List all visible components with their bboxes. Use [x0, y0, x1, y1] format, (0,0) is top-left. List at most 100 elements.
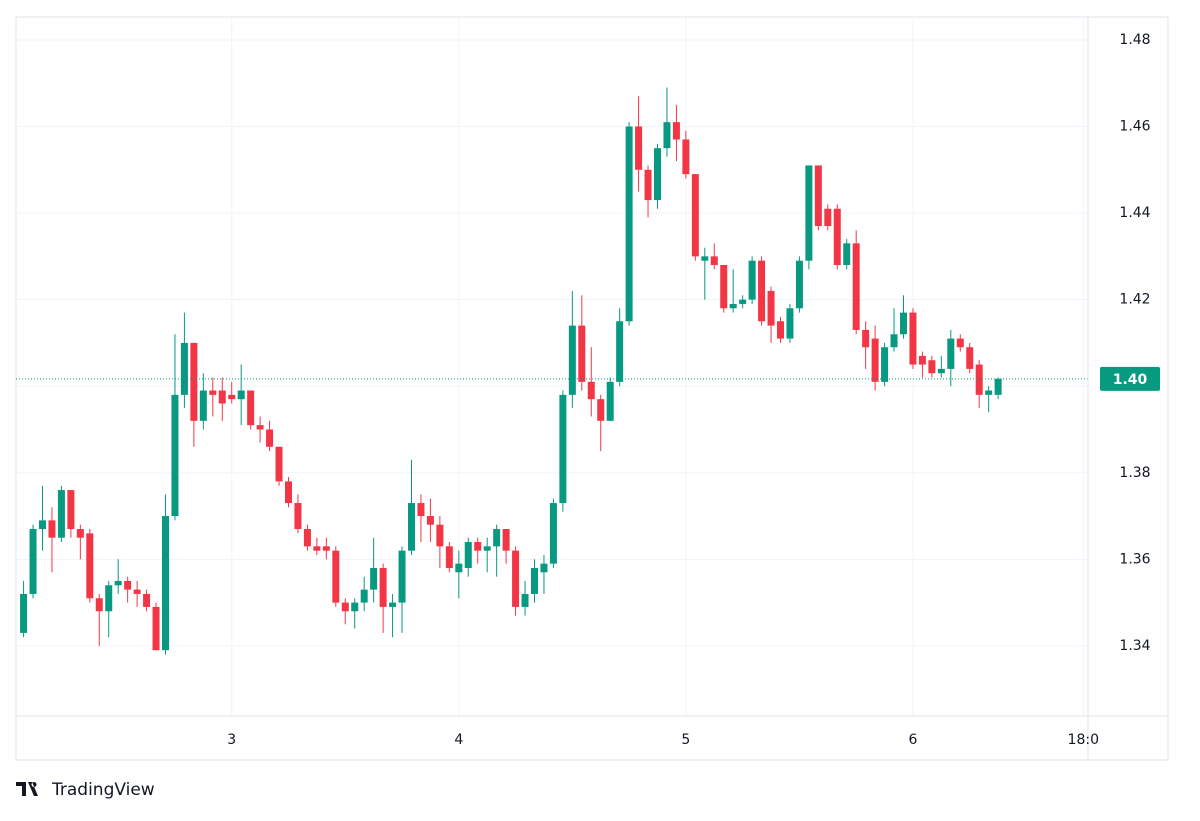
y-tick-label: 1.34: [1119, 638, 1150, 654]
candle-body: [918, 355, 926, 365]
candle-body: [616, 321, 624, 382]
candle-body: [966, 347, 974, 369]
candle-body: [994, 378, 1002, 395]
candle-body: [351, 602, 359, 612]
candle-body: [843, 243, 851, 266]
candle-body: [776, 321, 784, 339]
candle-body: [247, 390, 255, 426]
y-tick-label: 1.38: [1119, 465, 1150, 481]
candle-body: [114, 580, 122, 586]
candle-body: [171, 394, 179, 517]
candle-body: [512, 550, 520, 607]
candle-body: [758, 260, 766, 322]
candle-body: [729, 303, 737, 309]
candle-body: [303, 529, 311, 547]
candle-body: [540, 563, 548, 573]
candle-body: [38, 520, 46, 530]
candle-body: [95, 598, 103, 612]
brand-name: TradingView: [51, 780, 155, 800]
y-tick-label: 1.44: [1119, 205, 1150, 221]
candle-body: [833, 208, 841, 266]
candle-body: [862, 329, 870, 348]
candle-body: [294, 503, 302, 530]
x-tick-label: 18:0: [1068, 732, 1099, 748]
candle-body: [635, 126, 643, 170]
last-price-box: [1100, 366, 1160, 391]
y-tick-label: 1.36: [1119, 551, 1150, 567]
candle-body: [48, 520, 56, 538]
candle-body: [852, 243, 860, 330]
candles: [16, 87, 1088, 655]
candle-body: [341, 602, 349, 612]
grid: [16, 17, 1088, 716]
candle-body: [739, 299, 747, 304]
candle-body: [663, 122, 671, 149]
candle-body: [464, 542, 472, 568]
candle-body: [672, 122, 680, 140]
candle-body: [748, 260, 756, 300]
candle-body: [256, 425, 264, 430]
candle-body: [871, 338, 879, 382]
x-tick-label: 6: [908, 732, 917, 748]
y-tick-label: 1.48: [1119, 32, 1150, 48]
candle-body: [407, 503, 415, 551]
candle-body: [370, 567, 378, 590]
candle-body: [379, 567, 387, 607]
candle-body: [228, 394, 236, 400]
candle-body: [559, 394, 567, 504]
candle-body: [180, 342, 188, 395]
logo-icon: [16, 782, 38, 796]
axis-labels: 1.34 1.36 1.38 1.40 1.42 1.44 1.46 1.48 3 4 5 6 18:0…: [227, 32, 1160, 748]
candle-body: [568, 325, 576, 395]
candle-body: [20, 593, 28, 633]
last-price-label: 1.40: [1113, 372, 1148, 388]
candle-body: [152, 606, 160, 651]
candle-body: [653, 148, 661, 201]
candle-body: [597, 399, 605, 421]
candle-body: [426, 516, 434, 525]
candle-body: [86, 533, 94, 599]
candle-body: [814, 165, 822, 227]
candle-body: [881, 347, 889, 382]
x-tick-label: 4: [454, 732, 463, 748]
candle-body: [266, 429, 274, 447]
candle-body: [161, 516, 169, 651]
candle-body: [909, 312, 917, 365]
candle-body: [474, 542, 482, 551]
candle-body: [805, 165, 813, 261]
candle-body: [398, 550, 406, 603]
y-tick-label: 1.46: [1119, 119, 1150, 135]
candle-body: [502, 529, 510, 551]
candle-body: [143, 593, 151, 607]
candle-body: [105, 585, 113, 612]
candle-body: [436, 524, 444, 547]
candle-body: [445, 546, 453, 568]
candle-body: [313, 546, 321, 551]
candle-body: [975, 364, 983, 395]
candle-body: [284, 481, 292, 504]
candle-body: [124, 580, 132, 590]
candle-body: [455, 563, 463, 573]
candle-body: [521, 593, 529, 607]
candle-body: [417, 503, 425, 517]
x-tick-label: 5: [681, 732, 690, 748]
candle-body: [57, 490, 65, 538]
candle-body: [237, 390, 245, 400]
candle-body: [947, 338, 955, 369]
candle-body: [199, 390, 207, 421]
candle-body: [928, 360, 936, 374]
candle-body: [218, 390, 226, 404]
candle-body: [133, 589, 141, 594]
candle-body: [985, 390, 993, 395]
candle-body: [720, 265, 728, 309]
candle-body: [360, 589, 368, 603]
candle-body: [625, 126, 633, 322]
candle-body: [691, 174, 699, 257]
x-tick-label: 3: [227, 732, 236, 748]
candle-body: [549, 503, 557, 564]
candle-body: [190, 342, 198, 421]
candle-body: [29, 529, 37, 594]
candle-body: [275, 446, 283, 482]
